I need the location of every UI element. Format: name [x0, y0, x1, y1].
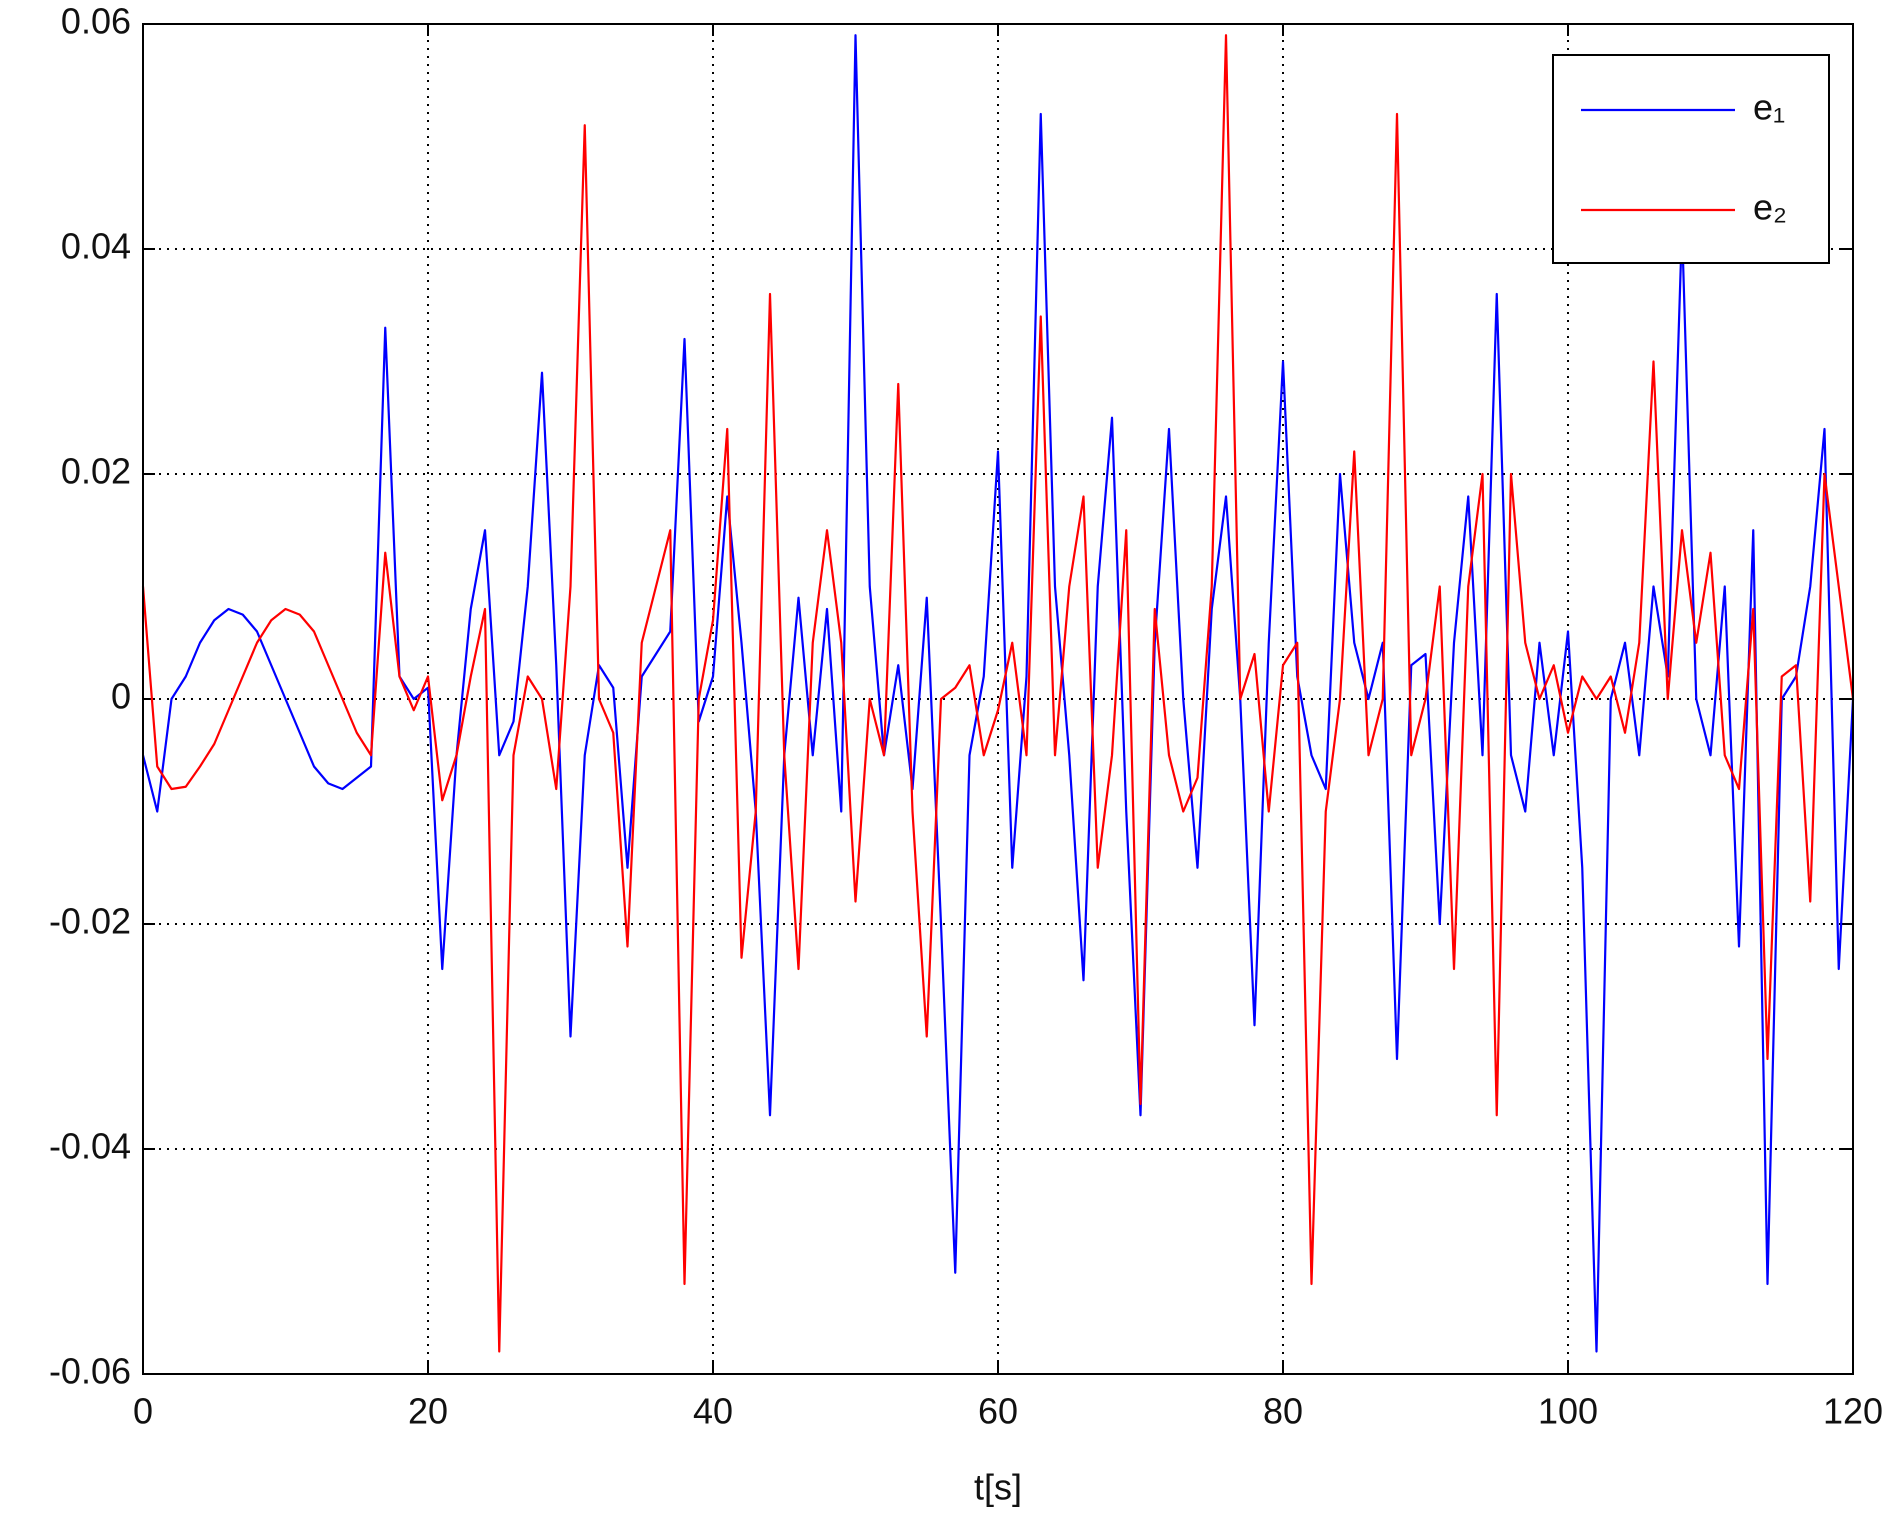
data-line [141, 34, 1855, 1353]
data-line [141, 34, 1855, 1353]
y-tick-label: 0.04 [61, 226, 131, 267]
legend-label: e₁ [1753, 87, 1785, 128]
x-tick-label: 20 [408, 1391, 448, 1432]
y-tick-label: 0.06 [61, 1, 131, 42]
x-tick-label: 60 [978, 1391, 1018, 1432]
y-tick-label: -0.04 [49, 1126, 131, 1167]
legend-label: e₂ [1753, 187, 1787, 228]
x-tick-label: 120 [1823, 1391, 1883, 1432]
plot-frame [142, 23, 1854, 1375]
x-tick-label: 100 [1538, 1391, 1598, 1432]
legend-box [1552, 54, 1830, 264]
y-tick-label: 0.02 [61, 451, 131, 492]
x-axis-label: t[s] [974, 1467, 1022, 1508]
y-tick-label: -0.02 [49, 901, 131, 942]
y-tick-label: 0 [111, 676, 131, 717]
x-tick-label: 0 [133, 1391, 153, 1432]
x-tick-label: 80 [1263, 1391, 1303, 1432]
y-tick-label: -0.06 [49, 1351, 131, 1392]
x-tick-label: 40 [693, 1391, 733, 1432]
